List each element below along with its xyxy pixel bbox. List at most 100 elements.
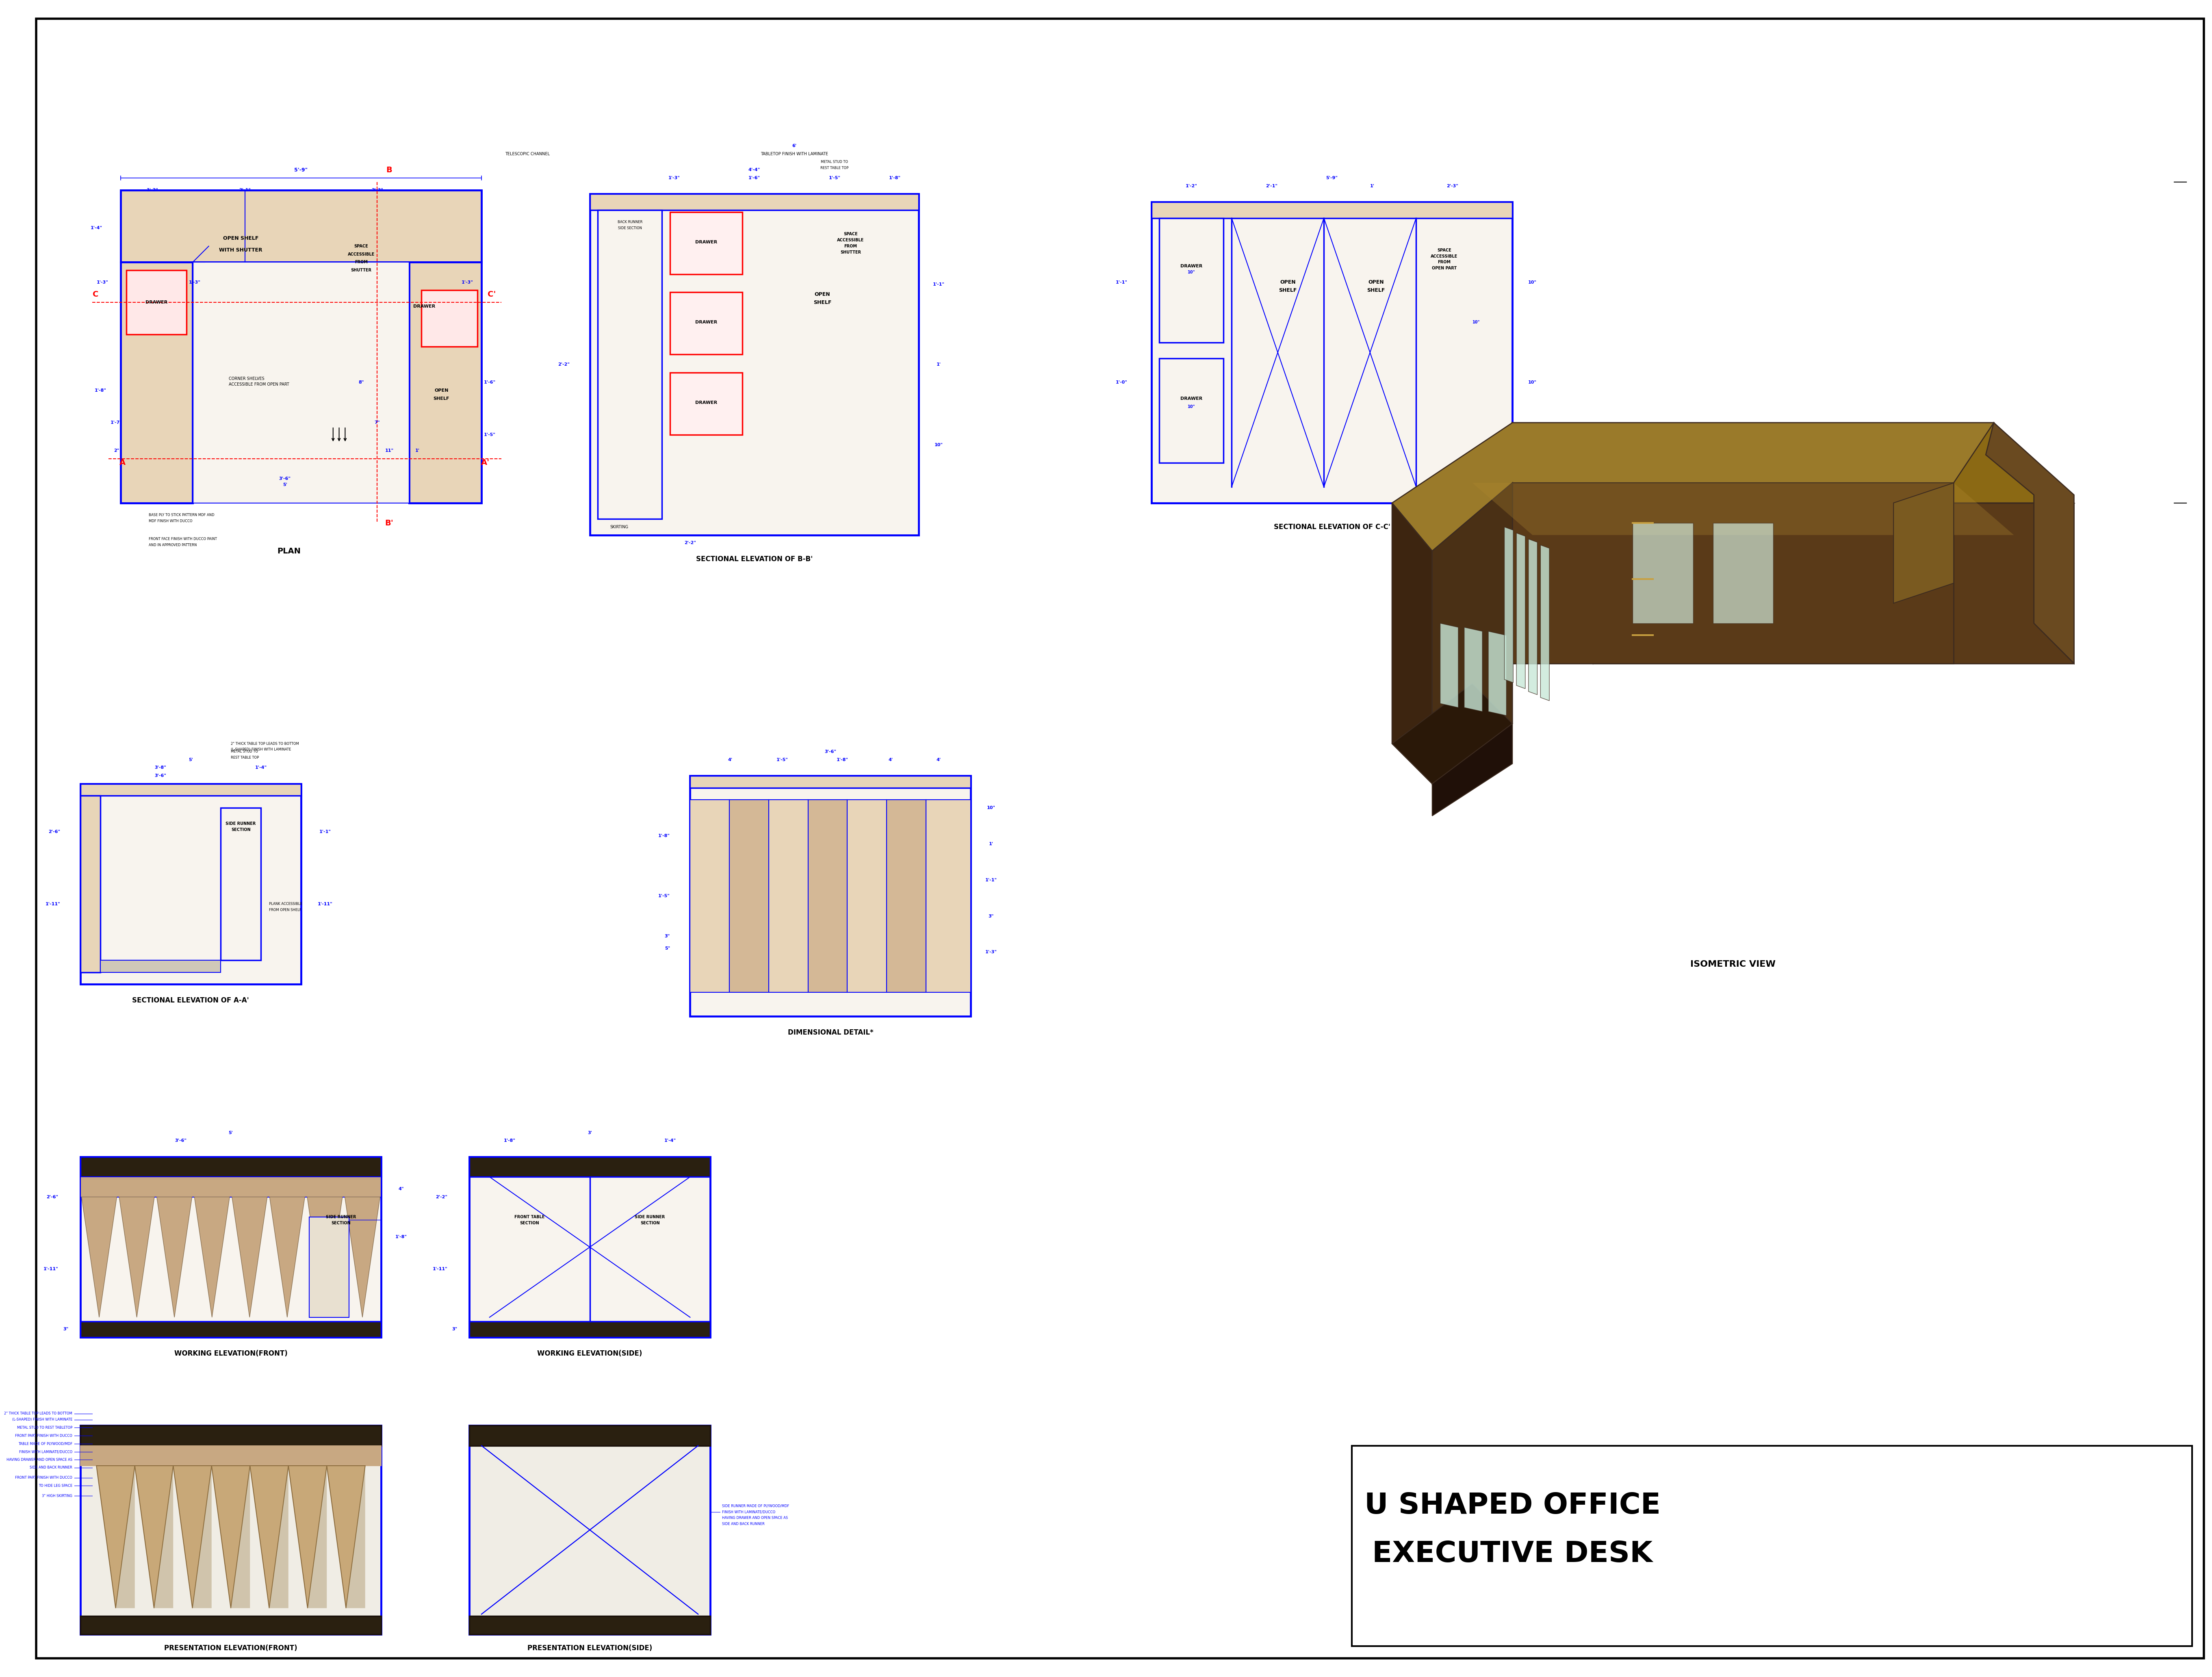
- Bar: [469, 1617, 710, 1633]
- Polygon shape: [1528, 538, 1537, 694]
- Text: WORKING ELEVATION(FRONT): WORKING ELEVATION(FRONT): [175, 1350, 288, 1357]
- Text: TABLE MADE OF PLYWOOD/MDF: TABLE MADE OF PLYWOOD/MDF: [18, 1442, 73, 1446]
- Text: 1'-1": 1'-1": [319, 830, 332, 833]
- Text: 3': 3': [588, 1130, 593, 1135]
- Text: 5": 5": [664, 946, 670, 951]
- Text: 1'-11": 1'-11": [46, 902, 60, 906]
- Polygon shape: [1440, 624, 1458, 708]
- Bar: [927, 800, 971, 993]
- Text: 5': 5': [228, 1130, 232, 1135]
- Text: 1': 1': [936, 362, 940, 367]
- Text: SKIRTING: SKIRTING: [611, 525, 628, 528]
- Polygon shape: [1391, 423, 1993, 552]
- Text: SPACE: SPACE: [1438, 248, 1451, 252]
- Text: DRAWER: DRAWER: [146, 300, 168, 304]
- Text: 5': 5': [188, 758, 192, 761]
- Text: FROM: FROM: [845, 245, 856, 248]
- Text: HAVING DRAWER AND OPEN SPACE AS: HAVING DRAWER AND OPEN SPACE AS: [721, 1516, 787, 1519]
- Text: 10": 10": [1473, 320, 1480, 324]
- Bar: [847, 800, 887, 993]
- Bar: [310, 1218, 349, 1318]
- Text: A': A': [482, 459, 489, 466]
- Text: U SHAPED OFFICE: U SHAPED OFFICE: [1365, 1493, 1661, 1519]
- Text: 2'-2": 2'-2": [557, 362, 571, 367]
- Text: 1'-8": 1'-8": [504, 1139, 515, 1142]
- Bar: [80, 783, 301, 797]
- Text: B: B: [387, 166, 392, 174]
- Text: 1'-2": 1'-2": [1186, 184, 1197, 188]
- Bar: [690, 776, 971, 1016]
- Text: SHELF: SHELF: [1367, 288, 1385, 293]
- Text: FINISH WITH LAMINATE/DUCCO: FINISH WITH LAMINATE/DUCCO: [721, 1509, 776, 1514]
- Text: DRAWER: DRAWER: [1181, 396, 1203, 401]
- Text: (L-SHAPED) FINISH WITH LAMINATE: (L-SHAPED) FINISH WITH LAMINATE: [11, 1417, 73, 1422]
- Text: 2'-3": 2'-3": [372, 188, 383, 193]
- Text: SIDE SECTION: SIDE SECTION: [617, 226, 641, 230]
- Text: SHELF: SHELF: [434, 396, 449, 401]
- Bar: [670, 211, 743, 275]
- Bar: [221, 808, 261, 961]
- Text: 10": 10": [933, 443, 942, 446]
- Text: 5'-9": 5'-9": [1325, 176, 1338, 179]
- Polygon shape: [307, 1466, 327, 1608]
- Text: FRONT FACE FINISH WITH DUCCO PAINT: FRONT FACE FINISH WITH DUCCO PAINT: [148, 537, 217, 542]
- Bar: [597, 210, 661, 518]
- Bar: [1159, 218, 1223, 342]
- Bar: [126, 270, 186, 334]
- Text: SHUTTER: SHUTTER: [841, 250, 860, 255]
- Text: 1'-4": 1'-4": [91, 226, 102, 230]
- Text: 1': 1': [416, 449, 420, 453]
- Text: SIDE AND BACK RUNNER: SIDE AND BACK RUNNER: [29, 1466, 73, 1469]
- Text: 1'-4": 1'-4": [664, 1139, 677, 1142]
- Bar: [482, 1446, 699, 1615]
- Text: B': B': [385, 520, 394, 527]
- Text: ACCESSIBLE: ACCESSIBLE: [347, 252, 374, 257]
- Text: SHUTTER: SHUTTER: [352, 268, 372, 272]
- Polygon shape: [157, 1197, 192, 1318]
- Bar: [119, 190, 482, 262]
- Text: 10": 10": [1528, 381, 1537, 384]
- Text: A: A: [119, 459, 126, 466]
- Text: ACCESSIBLE: ACCESSIBLE: [1431, 255, 1458, 258]
- Text: REST TABLE TOP: REST TABLE TOP: [821, 166, 849, 169]
- Bar: [80, 1177, 380, 1197]
- Text: REST TABLE TOP: REST TABLE TOP: [230, 756, 259, 760]
- Text: 1'-1": 1'-1": [933, 282, 945, 287]
- Text: 3'-8": 3'-8": [155, 766, 166, 770]
- Polygon shape: [1473, 483, 2013, 535]
- Text: TELESCOPIC CHANNEL: TELESCOPIC CHANNEL: [504, 153, 551, 156]
- Bar: [82, 798, 97, 971]
- Text: SECTIONAL ELEVATION OF B-B': SECTIONAL ELEVATION OF B-B': [697, 555, 812, 563]
- Bar: [80, 783, 301, 984]
- Text: 1': 1': [989, 842, 993, 845]
- Text: 1'-6": 1'-6": [484, 381, 495, 384]
- Polygon shape: [1986, 423, 2075, 664]
- Text: PRESENTATION ELEVATION(SIDE): PRESENTATION ELEVATION(SIDE): [526, 1645, 653, 1652]
- Bar: [807, 800, 847, 993]
- Bar: [690, 800, 730, 993]
- Text: 1'-1": 1'-1": [1115, 280, 1128, 285]
- Text: 4'-4": 4'-4": [748, 168, 761, 173]
- Text: 1'-11": 1'-11": [319, 902, 332, 906]
- Bar: [80, 1425, 380, 1446]
- Text: 3'-6": 3'-6": [825, 750, 836, 753]
- Text: FRONT PART FINISH WITH DUCCO: FRONT PART FINISH WITH DUCCO: [15, 1476, 73, 1479]
- Bar: [80, 1157, 380, 1337]
- Text: 5': 5': [283, 483, 288, 486]
- Polygon shape: [1513, 423, 1593, 664]
- Bar: [1352, 1446, 2192, 1647]
- Polygon shape: [1540, 545, 1548, 701]
- Text: 1'-3": 1'-3": [462, 280, 473, 285]
- Text: 4': 4': [936, 758, 940, 761]
- Polygon shape: [270, 1466, 288, 1608]
- Text: OPEN: OPEN: [1369, 280, 1385, 285]
- Text: SPACE: SPACE: [354, 245, 367, 248]
- Text: 11": 11": [385, 449, 394, 453]
- Text: SHELF: SHELF: [1279, 288, 1296, 293]
- Text: 2'-2": 2'-2": [436, 1196, 447, 1199]
- Bar: [80, 797, 100, 973]
- Text: MDF FINISH WITH DUCCO: MDF FINISH WITH DUCCO: [148, 520, 192, 523]
- Text: 1'-3": 1'-3": [188, 280, 201, 285]
- Text: DRAWER: DRAWER: [695, 240, 717, 245]
- Text: 3'-6": 3'-6": [175, 1139, 186, 1142]
